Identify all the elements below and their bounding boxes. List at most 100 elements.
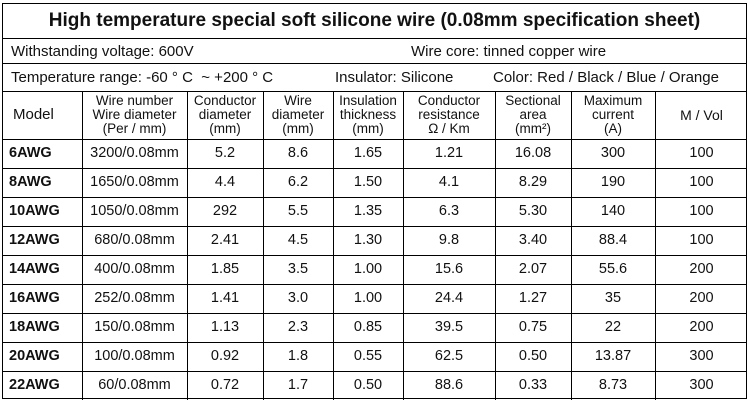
header-cell: Wire diameter (mm) [263,91,333,139]
header-text: Wire diameter [92,106,177,122]
info-text: Color: Red / Black / Blue / Orange [493,69,719,86]
header-text: Wire number [95,92,174,108]
data-cell: 4.5 [287,231,309,248]
data-cell: 1.30 [353,231,383,248]
row-divider [3,168,746,169]
data-cell: 9.8 [438,231,460,248]
data-cell: 8.29 [518,173,548,190]
column-divider [571,91,572,400]
data-cell: 300 [689,347,714,364]
column-divider [403,91,404,400]
data-cell: 300 [689,376,714,393]
data-cell: 6.3 [438,202,460,219]
data-cell: 100 [689,173,714,190]
header-text: Maximum [583,92,643,108]
data-cell: 0.33 [518,376,548,393]
header-text: (mm²) [515,121,551,137]
data-cell: 3.40 [518,231,548,248]
data-cell: 292 [212,202,238,219]
header-cell: Conductor diameter (mm) [187,91,263,139]
data-cell: 16.08 [514,144,552,161]
data-cell: 0.72 [210,376,240,393]
row-divider [3,139,746,140]
data-cell: 55.6 [598,260,628,277]
data-cell: 1.8 [287,347,309,364]
data-cell: 0.55 [353,347,383,364]
divider [3,63,746,64]
data-cell: 200 [689,318,714,335]
data-cell: 1650/0.08mm [90,173,179,190]
header-cell: Wire number Wire diameter (Per / mm) [82,91,187,139]
data-cell: 680/0.08mm [94,231,175,248]
model-cell: 20AWG [9,347,60,364]
data-cell: 400/0.08mm [94,260,175,277]
info-text: Temperature range: -60 ° C ~ +200 ° C [11,69,274,86]
model-cell: 12AWG [9,231,60,248]
data-cell: 8.73 [598,376,628,393]
data-cell: 100 [689,231,714,248]
header-text: (mm) [209,121,241,137]
header-text: Conductor [193,92,257,108]
header-text: (A) [604,121,622,137]
data-cell: 8.6 [287,144,309,161]
header-text: resistance [418,106,480,122]
data-cell: 1.00 [353,289,383,306]
data-cell: 1.21 [434,144,464,161]
header-text: (Per / mm) [102,121,167,137]
data-cell: 5.2 [214,144,236,161]
data-cell: 100 [689,144,714,161]
data-cell: 2.41 [210,231,240,248]
data-cell: 88.4 [598,231,628,248]
header-text: Model [13,106,54,124]
data-cell: 22 [604,318,622,335]
data-cell: 6.2 [287,173,309,190]
header-cell: Sectional area (mm²) [495,91,571,139]
data-cell: 35 [604,289,622,306]
data-cell: 200 [689,260,714,277]
model-cell: 6AWG [9,144,52,161]
data-cell: 0.50 [518,347,548,364]
row-divider [3,371,746,372]
data-cell: 252/0.08mm [94,289,175,306]
data-cell: 1.7 [287,376,309,393]
data-cell: 150/0.08mm [94,318,175,335]
model-cell: 14AWG [9,260,60,277]
data-cell: 300 [600,144,626,161]
info-text: Wire core: tinned copper wire [411,43,607,60]
column-divider [82,91,83,400]
data-cell: 5.5 [287,202,309,219]
data-cell: 62.5 [434,347,464,364]
data-cell: 100 [689,202,714,219]
row-divider [3,255,746,256]
row-divider [3,226,746,227]
row-divider [3,342,746,343]
header-cell: Insulation thickness (mm) [333,91,403,139]
header-text: thickness [339,106,397,122]
header-text: Conductor [417,92,481,108]
spec-sheet: High temperature special soft silicone w… [2,3,747,400]
data-cell: 0.50 [353,376,383,393]
info-text: Withstanding voltage: 600V [11,43,194,60]
data-cell: 88.6 [434,376,464,393]
header-text: current [591,106,635,122]
model-cell: 8AWG [9,173,52,190]
data-cell: 200 [689,289,714,306]
divider [3,91,746,92]
data-cell: 1.41 [210,289,240,306]
header-text: area [519,106,547,122]
title: High temperature special soft silicone w… [48,10,701,31]
column-divider [263,91,264,400]
header-text: Insulation [339,92,397,108]
header-text: (mm) [352,121,384,137]
data-cell: 60/0.08mm [98,376,171,393]
data-cell: 1050/0.08mm [90,202,179,219]
data-cell: 1.65 [353,144,383,161]
data-cell: 2.07 [518,260,548,277]
column-divider [495,91,496,400]
column-divider [333,91,334,400]
data-cell: 3.5 [287,260,309,277]
header-text: diameter [271,106,325,122]
data-cell: 1.50 [353,173,383,190]
divider [3,38,746,39]
data-cell: 3.0 [287,289,309,306]
